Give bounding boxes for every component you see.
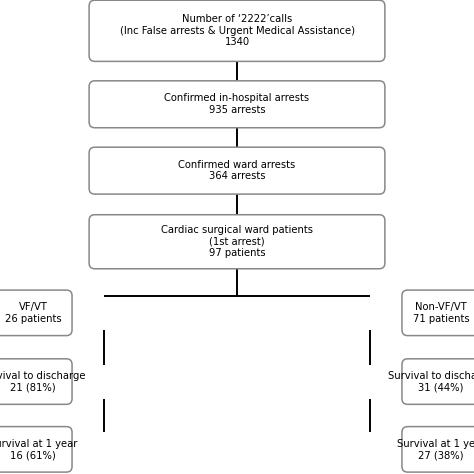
FancyBboxPatch shape — [402, 290, 474, 336]
Text: Survival to discharge
31 (44%): Survival to discharge 31 (44%) — [388, 371, 474, 392]
FancyBboxPatch shape — [89, 81, 385, 128]
Text: Confirmed ward arrests
364 arrests: Confirmed ward arrests 364 arrests — [178, 160, 296, 182]
Text: Survival at 1 year
27 (38%): Survival at 1 year 27 (38%) — [397, 438, 474, 460]
Text: Survival to discharge
21 (81%): Survival to discharge 21 (81%) — [0, 371, 86, 392]
FancyBboxPatch shape — [402, 427, 474, 472]
Text: Survival at 1 year
16 (61%): Survival at 1 year 16 (61%) — [0, 438, 77, 460]
FancyBboxPatch shape — [0, 359, 72, 404]
Text: Cardiac surgical ward patients
(1st arrest)
97 patients: Cardiac surgical ward patients (1st arre… — [161, 225, 313, 258]
Text: Non-VF/VT
71 patients: Non-VF/VT 71 patients — [412, 302, 469, 324]
Text: VF/VT
26 patients: VF/VT 26 patients — [5, 302, 62, 324]
Text: Number of ‘2222’calls
(Inc False arrests & Urgent Medical Assistance)
1340: Number of ‘2222’calls (Inc False arrests… — [119, 14, 355, 47]
FancyBboxPatch shape — [0, 427, 72, 472]
FancyBboxPatch shape — [89, 215, 385, 269]
Text: Confirmed in-hospital arrests
935 arrests: Confirmed in-hospital arrests 935 arrest… — [164, 93, 310, 115]
FancyBboxPatch shape — [402, 359, 474, 404]
FancyBboxPatch shape — [89, 0, 385, 62]
FancyBboxPatch shape — [0, 290, 72, 336]
FancyBboxPatch shape — [89, 147, 385, 194]
